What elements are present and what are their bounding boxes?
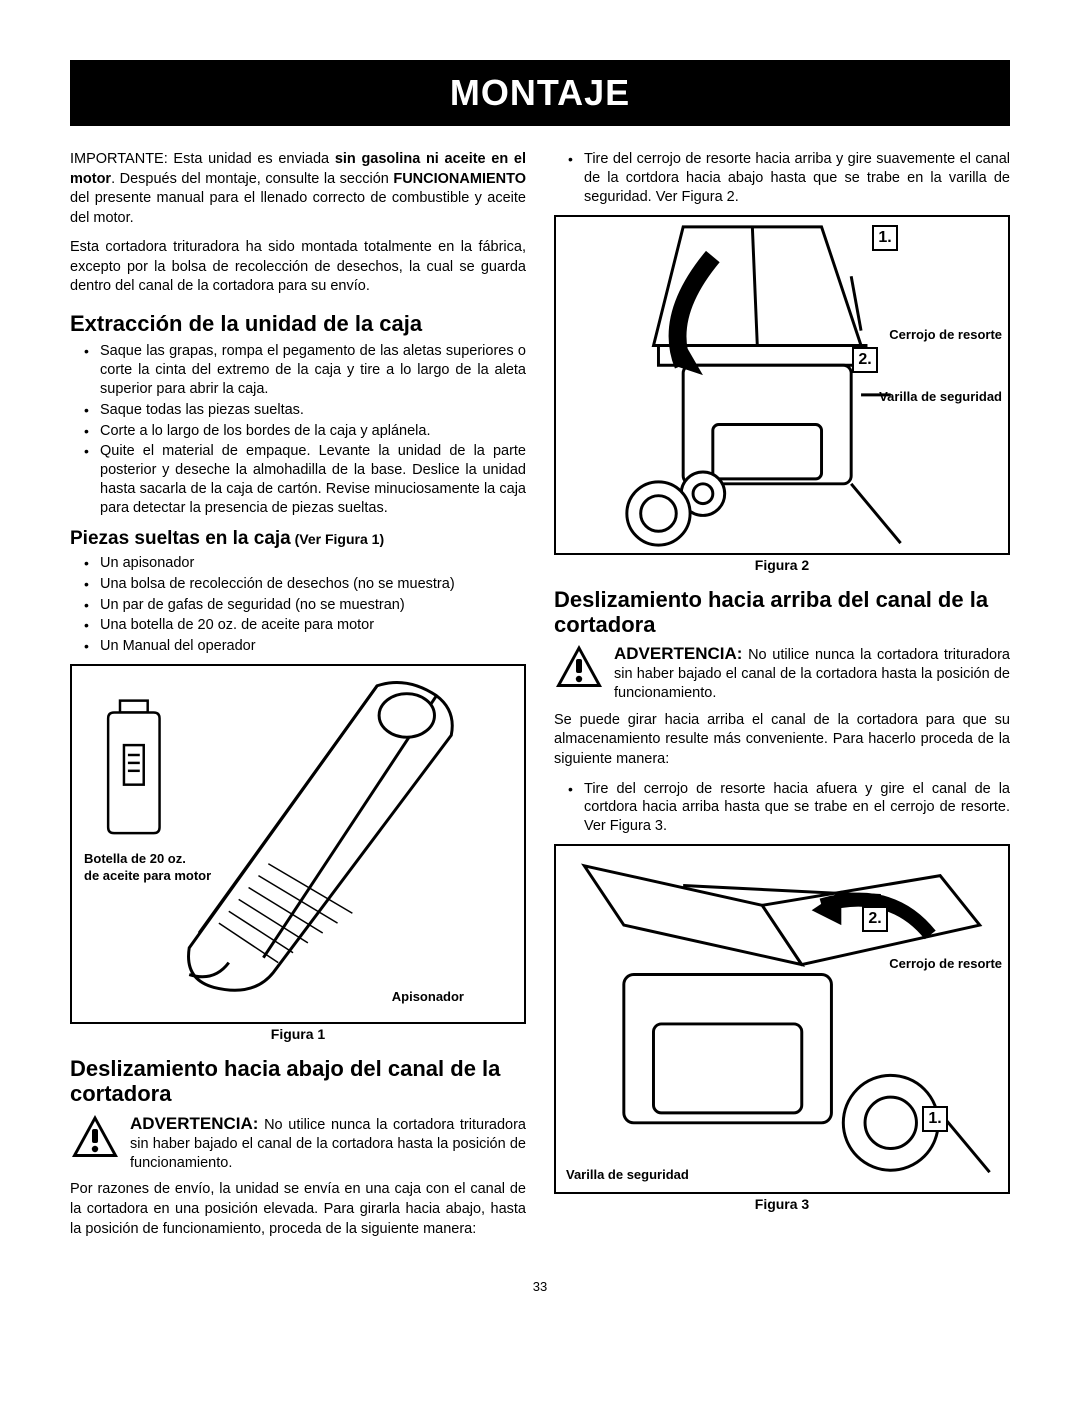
warning-1-text: ADVERTENCIA: No utilice nunca la cortado…: [130, 1113, 526, 1173]
warning-icon: [554, 643, 604, 689]
list-item: Tire del cerrojo de resorte hacia arriba…: [554, 150, 1010, 207]
heading-piezas-main: Piezas sueltas en la caja: [70, 528, 291, 549]
heading-desliz-abajo: Deslizamiento hacia abajo del canal de l…: [70, 1056, 526, 1107]
intro1-cont: . Después del montaje, consulte la secci…: [111, 171, 393, 187]
intro1-text: IMPORTANTE: Esta unidad es enviada: [70, 151, 335, 167]
warning-icon: [70, 1113, 120, 1159]
list-item: Quite el material de empaque. Levante la…: [70, 442, 526, 517]
warning-2-text: ADVERTENCIA: No utilice nunca la cortado…: [614, 643, 1010, 703]
warning-1-bold: ADVERTENCIA:: [130, 1114, 258, 1133]
post-warning-1-para: Por razones de envío, la unidad se envía…: [70, 1180, 526, 1239]
title-bar: MONTAJE: [70, 60, 1010, 126]
list-item: Una bolsa de recolección de desechos (no…: [70, 575, 526, 594]
fig3-label-cerrojo: Cerrojo de resorte: [889, 956, 1002, 971]
figure-2-caption: Figura 2: [554, 557, 1010, 573]
arriba-bullet-list: Tire del cerrojo de resorte hacia afuera…: [554, 780, 1010, 837]
figure-1-caption: Figura 1: [70, 1026, 526, 1042]
right-column: Tire del cerrojo de resorte hacia arriba…: [554, 150, 1010, 1249]
piezas-list: Un apisonador Una bolsa de recolección d…: [70, 554, 526, 656]
figure-3-illustration: [556, 846, 1008, 1192]
fig2-step-2: 2.: [852, 347, 878, 373]
figure-3-caption: Figura 3: [554, 1196, 1010, 1212]
list-item: Saque todas las piezas sueltas.: [70, 401, 526, 420]
fig1-label-tamper: Apisonador: [392, 989, 464, 1004]
figure-3-box: 1. 2. Cerrojo de resorte Varilla de segu…: [554, 844, 1010, 1194]
list-item: Un par de gafas de seguridad (no se mues…: [70, 596, 526, 615]
fig1-label-bottle-l1: Botella de 20 oz.: [84, 851, 186, 866]
list-item: Saque las grapas, rompa el pegamento de …: [70, 342, 526, 399]
intro1-end: del presente manual para el llenado corr…: [70, 190, 526, 226]
fig2-step-1: 1.: [872, 225, 898, 251]
figure-2-box: 1. 2. Cerrojo de resorte Varilla de segu…: [554, 215, 1010, 555]
fig2-label-cerrojo: Cerrojo de resorte: [889, 327, 1002, 342]
intro-paragraph-1: IMPORTANTE: Esta unidad es enviada sin g…: [70, 150, 526, 228]
figure-1-illustration: [72, 666, 524, 1022]
heading-piezas-ref: (Ver Figura 1): [291, 531, 384, 547]
intro1-bold2: FUNCIONAMIENTO: [393, 171, 526, 187]
extraccion-list: Saque las grapas, rompa el pegamento de …: [70, 342, 526, 518]
intro-paragraph-2: Esta cortadora trituradora ha sido monta…: [70, 238, 526, 297]
right-top-bullet: Tire del cerrojo de resorte hacia arriba…: [554, 150, 1010, 207]
warning-2-bold: ADVERTENCIA:: [614, 644, 742, 663]
page-number: 33: [70, 1279, 1010, 1294]
figure-2-illustration: [556, 217, 1008, 553]
list-item: Corte a lo largo de los bordes de la caj…: [70, 422, 526, 441]
fig3-step-2: 2.: [862, 906, 888, 932]
para-arriba: Se puede girar hacia arriba el canal de …: [554, 711, 1010, 770]
heading-extraccion: Extracción de la unidad de la caja: [70, 311, 526, 336]
list-item: Tire del cerrojo de resorte hacia afuera…: [554, 780, 1010, 837]
heading-piezas: Piezas sueltas en la caja (Ver Figura 1): [70, 528, 526, 550]
fig3-step-1: 1.: [922, 1106, 948, 1132]
list-item: Un Manual del operador: [70, 637, 526, 656]
fig3-label-varilla: Varilla de seguridad: [566, 1167, 689, 1182]
warning-block-1: ADVERTENCIA: No utilice nunca la cortado…: [70, 1113, 526, 1173]
list-item: Un apisonador: [70, 554, 526, 573]
left-column: IMPORTANTE: Esta unidad es enviada sin g…: [70, 150, 526, 1249]
fig2-label-varilla: Varilla de seguridad: [879, 389, 1002, 404]
list-item: Una botella de 20 oz. de aceite para mot…: [70, 616, 526, 635]
two-column-layout: IMPORTANTE: Esta unidad es enviada sin g…: [70, 150, 1010, 1249]
figure-1-box: Botella de 20 oz. de aceite para motor A…: [70, 664, 526, 1024]
warning-block-2: ADVERTENCIA: No utilice nunca la cortado…: [554, 643, 1010, 703]
heading-desliz-arriba: Deslizamiento hacia arriba del canal de …: [554, 587, 1010, 638]
fig1-label-bottle-l2: de aceite para motor: [84, 868, 211, 883]
